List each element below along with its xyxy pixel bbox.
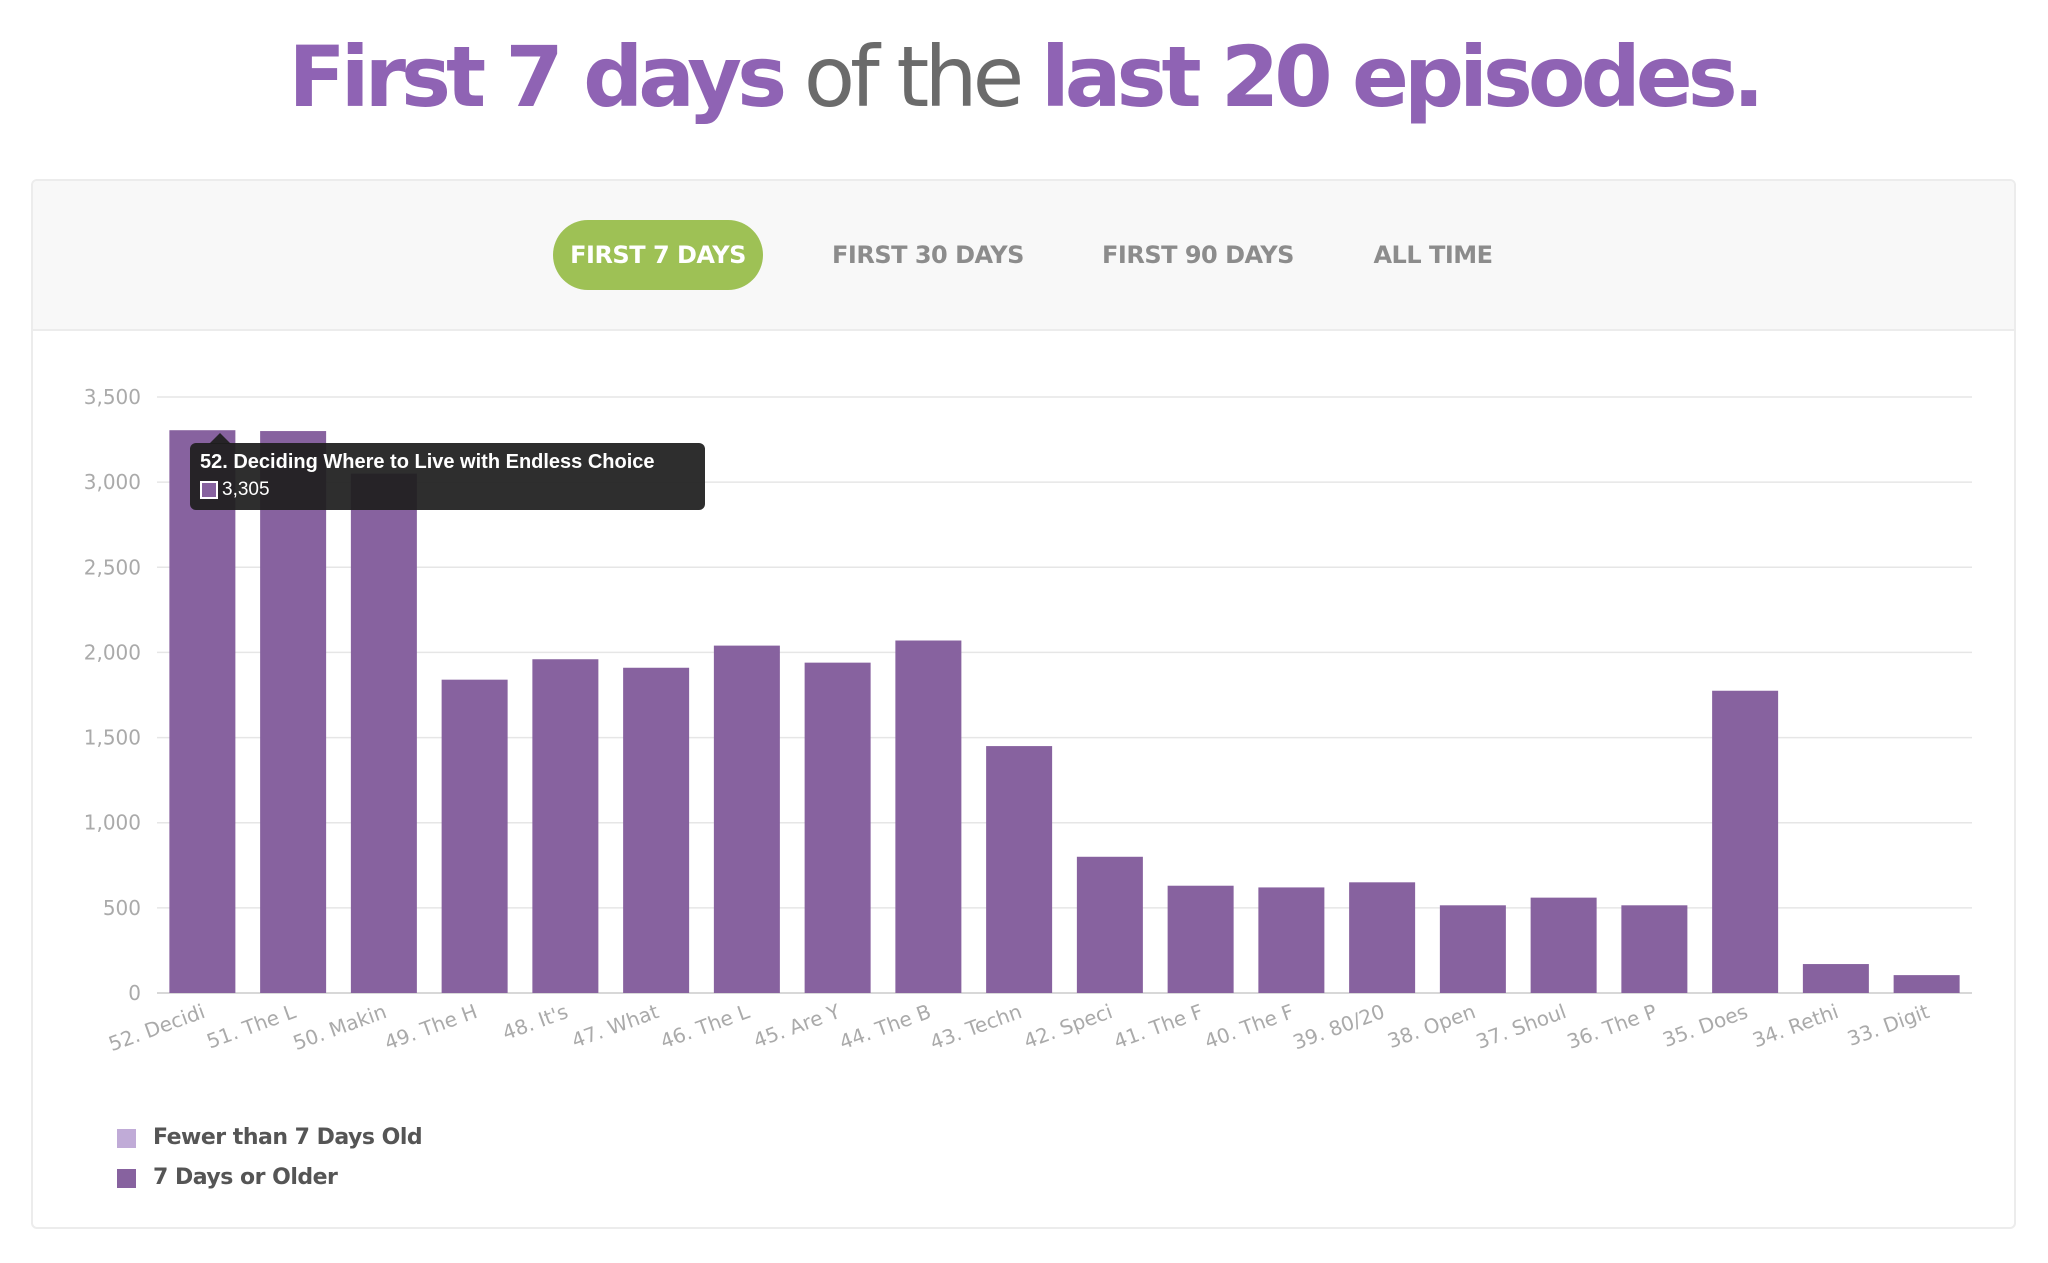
x-tick-label: 49. The H bbox=[381, 999, 480, 1055]
x-tick-label: 48. It's bbox=[499, 999, 571, 1045]
bar[interactable] bbox=[260, 431, 327, 993]
legend-swatch-light bbox=[117, 1128, 136, 1148]
range-tab-bar: FIRST 7 DAYS FIRST 30 DAYS FIRST 90 DAYS… bbox=[33, 181, 2014, 331]
bar[interactable] bbox=[1076, 856, 1143, 993]
tab-first-7-days[interactable]: FIRST 7 DAYS bbox=[553, 220, 763, 290]
title-part-last-20-episodes: last 20 episodes. bbox=[1040, 28, 1765, 126]
x-tick-label: 50. Makin bbox=[290, 999, 390, 1055]
x-tick-label: 52. Decidi bbox=[105, 999, 208, 1056]
x-tick-label: 46. The L bbox=[657, 999, 753, 1054]
legend-label: 7 Days or Older bbox=[153, 1165, 338, 1190]
x-tick-label: 39. 80/20 bbox=[1290, 999, 1388, 1054]
bar[interactable] bbox=[350, 473, 417, 994]
legend-item-fewer-than-7-days[interactable]: Fewer than 7 Days Old bbox=[117, 1118, 423, 1158]
bar[interactable] bbox=[1802, 964, 1869, 993]
x-tick-label: 40. The F bbox=[1201, 999, 1297, 1053]
bar[interactable] bbox=[1621, 905, 1688, 993]
chart-legend: Fewer than 7 Days Old 7 Days or Older bbox=[117, 1118, 423, 1198]
x-tick-label: 43. Techn bbox=[927, 999, 1025, 1054]
tooltip-swatch bbox=[200, 481, 218, 499]
x-tick-label: 34. Rethi bbox=[1749, 999, 1841, 1052]
tooltip-value-row: 3,305 bbox=[200, 476, 695, 504]
bar[interactable] bbox=[1439, 905, 1506, 993]
page-title: First 7 days of the last 20 episodes. bbox=[0, 22, 2048, 132]
bar[interactable] bbox=[895, 640, 962, 993]
bar[interactable] bbox=[1712, 690, 1779, 993]
x-tick-label: 33. Digit bbox=[1844, 999, 1932, 1051]
y-tick-label: 0 bbox=[128, 981, 141, 1005]
legend-swatch-dark bbox=[117, 1168, 136, 1188]
x-tick-label: 47. What bbox=[568, 999, 662, 1053]
y-tick-label: 1,500 bbox=[84, 726, 141, 750]
title-part-first-7-days: First 7 days bbox=[288, 28, 787, 126]
y-tick-label: 1,000 bbox=[84, 811, 141, 835]
bar[interactable] bbox=[623, 667, 690, 993]
tab-first-90-days[interactable]: FIRST 90 DAYS bbox=[1102, 241, 1294, 269]
y-tick-label: 2,000 bbox=[84, 640, 141, 664]
bar[interactable] bbox=[532, 659, 599, 993]
x-tick-label: 35. Does bbox=[1659, 999, 1750, 1052]
bar[interactable] bbox=[986, 746, 1053, 993]
x-tick-label: 38. Open bbox=[1384, 999, 1478, 1053]
y-tick-label: 3,000 bbox=[84, 470, 141, 494]
chart-card: FIRST 7 DAYS FIRST 30 DAYS FIRST 90 DAYS… bbox=[31, 179, 2016, 1229]
bar[interactable] bbox=[1349, 882, 1416, 993]
legend-item-7-days-or-older[interactable]: 7 Days or Older bbox=[117, 1158, 422, 1198]
bar[interactable] bbox=[804, 662, 871, 993]
bar[interactable] bbox=[1530, 897, 1597, 993]
x-tick-label: 51. The L bbox=[203, 999, 299, 1054]
tab-all-time[interactable]: ALL TIME bbox=[1373, 241, 1493, 269]
tooltip-arrow bbox=[209, 433, 231, 444]
y-tick-label: 500 bbox=[103, 896, 141, 920]
x-tick-label: 37. Shoul bbox=[1473, 999, 1570, 1054]
y-tick-label: 2,500 bbox=[84, 555, 141, 579]
x-tick-label: 36. The P bbox=[1564, 999, 1660, 1054]
title-part-of-the: of the bbox=[782, 28, 1041, 126]
bar[interactable] bbox=[1893, 975, 1960, 993]
tooltip-title: 52. Deciding Where to Live with Endless … bbox=[200, 451, 655, 473]
bar[interactable] bbox=[1258, 887, 1325, 993]
x-tick-label: 45. Are Y bbox=[750, 999, 844, 1053]
x-tick-label: 41. The F bbox=[1111, 999, 1207, 1053]
y-tick-label: 3,500 bbox=[84, 385, 141, 409]
x-tick-label: 42. Speci bbox=[1021, 999, 1116, 1053]
legend-label: Fewer than 7 Days Old bbox=[153, 1125, 423, 1150]
bar[interactable] bbox=[1167, 885, 1234, 993]
bar[interactable] bbox=[441, 679, 508, 993]
bar[interactable] bbox=[169, 430, 236, 994]
bar[interactable] bbox=[713, 645, 780, 993]
tooltip-value: 3,305 bbox=[222, 479, 270, 500]
x-tick-label: 44. The B bbox=[836, 999, 934, 1054]
chart-tooltip: 52. Deciding Where to Live with Endless … bbox=[190, 443, 705, 510]
tab-first-30-days[interactable]: FIRST 30 DAYS bbox=[832, 241, 1024, 269]
